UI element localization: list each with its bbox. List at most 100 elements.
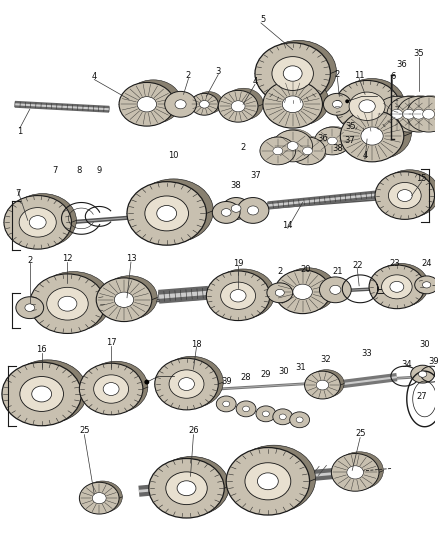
Ellipse shape xyxy=(272,56,314,91)
Text: 18: 18 xyxy=(191,340,202,349)
Ellipse shape xyxy=(314,127,350,155)
Ellipse shape xyxy=(411,365,434,383)
Ellipse shape xyxy=(330,285,341,294)
Text: 28: 28 xyxy=(241,373,251,382)
Text: 36: 36 xyxy=(396,60,407,69)
Ellipse shape xyxy=(211,269,275,319)
Ellipse shape xyxy=(290,412,310,427)
Ellipse shape xyxy=(319,277,351,303)
Ellipse shape xyxy=(397,190,412,201)
Text: 2: 2 xyxy=(240,143,246,152)
Ellipse shape xyxy=(361,127,383,145)
Text: 4: 4 xyxy=(363,151,368,160)
Ellipse shape xyxy=(280,268,336,311)
Ellipse shape xyxy=(226,448,310,515)
Ellipse shape xyxy=(291,136,327,164)
Text: 37: 37 xyxy=(251,171,261,180)
Ellipse shape xyxy=(255,43,330,104)
Ellipse shape xyxy=(262,136,298,164)
Ellipse shape xyxy=(20,376,64,411)
Ellipse shape xyxy=(4,196,71,249)
Ellipse shape xyxy=(275,129,315,161)
Ellipse shape xyxy=(96,278,152,321)
Ellipse shape xyxy=(224,88,263,120)
Ellipse shape xyxy=(423,109,434,119)
Text: 13: 13 xyxy=(126,254,136,263)
Ellipse shape xyxy=(308,370,344,398)
Ellipse shape xyxy=(9,193,76,247)
Text: 27: 27 xyxy=(417,392,427,401)
Ellipse shape xyxy=(403,109,415,119)
Ellipse shape xyxy=(29,216,46,229)
Ellipse shape xyxy=(243,406,250,411)
Ellipse shape xyxy=(328,137,337,145)
Ellipse shape xyxy=(245,463,291,500)
Ellipse shape xyxy=(377,95,420,131)
Ellipse shape xyxy=(304,371,340,399)
Text: 15: 15 xyxy=(417,174,427,183)
Ellipse shape xyxy=(262,411,269,417)
Ellipse shape xyxy=(391,109,403,119)
Ellipse shape xyxy=(145,196,188,231)
Text: 1: 1 xyxy=(17,126,22,135)
Ellipse shape xyxy=(160,356,223,408)
Ellipse shape xyxy=(155,358,218,410)
Text: 2: 2 xyxy=(277,268,283,277)
Ellipse shape xyxy=(256,406,276,422)
Ellipse shape xyxy=(389,95,432,131)
Ellipse shape xyxy=(223,401,230,407)
Ellipse shape xyxy=(389,182,421,208)
Ellipse shape xyxy=(273,409,293,425)
Ellipse shape xyxy=(273,147,283,155)
Ellipse shape xyxy=(279,414,286,419)
Ellipse shape xyxy=(422,282,431,288)
Ellipse shape xyxy=(79,482,119,514)
Text: 22: 22 xyxy=(352,261,362,270)
Ellipse shape xyxy=(8,360,87,423)
Text: 35: 35 xyxy=(345,122,356,131)
Ellipse shape xyxy=(267,283,293,303)
Ellipse shape xyxy=(397,96,438,132)
Ellipse shape xyxy=(195,92,223,114)
Text: 9: 9 xyxy=(97,166,102,175)
Ellipse shape xyxy=(296,417,303,423)
Ellipse shape xyxy=(32,386,52,402)
Ellipse shape xyxy=(290,137,325,165)
Ellipse shape xyxy=(287,142,298,150)
Ellipse shape xyxy=(206,271,270,320)
Ellipse shape xyxy=(212,201,240,223)
Ellipse shape xyxy=(269,78,329,125)
Ellipse shape xyxy=(263,80,322,128)
Ellipse shape xyxy=(418,371,427,377)
Ellipse shape xyxy=(16,297,44,319)
Ellipse shape xyxy=(222,198,250,220)
Text: 4: 4 xyxy=(92,72,97,81)
Ellipse shape xyxy=(332,454,379,491)
Ellipse shape xyxy=(47,287,88,320)
Circle shape xyxy=(345,99,349,103)
Text: 26: 26 xyxy=(188,426,199,435)
Ellipse shape xyxy=(369,265,424,309)
Ellipse shape xyxy=(261,41,336,102)
Text: 3: 3 xyxy=(215,67,221,76)
Ellipse shape xyxy=(154,456,229,516)
Ellipse shape xyxy=(83,481,122,513)
Text: 32: 32 xyxy=(320,355,331,364)
Text: 21: 21 xyxy=(332,268,343,277)
Text: 38: 38 xyxy=(332,144,343,154)
Ellipse shape xyxy=(127,182,206,245)
Ellipse shape xyxy=(200,100,209,108)
Text: 20: 20 xyxy=(300,265,311,274)
Ellipse shape xyxy=(293,284,312,300)
Ellipse shape xyxy=(137,96,156,112)
Ellipse shape xyxy=(273,130,313,162)
Text: 11: 11 xyxy=(354,71,364,80)
Ellipse shape xyxy=(221,208,231,216)
Ellipse shape xyxy=(166,472,207,505)
Ellipse shape xyxy=(409,95,438,131)
Ellipse shape xyxy=(119,83,175,126)
Ellipse shape xyxy=(230,289,246,302)
Ellipse shape xyxy=(169,370,204,398)
Text: 4: 4 xyxy=(252,77,258,86)
Ellipse shape xyxy=(258,473,278,490)
